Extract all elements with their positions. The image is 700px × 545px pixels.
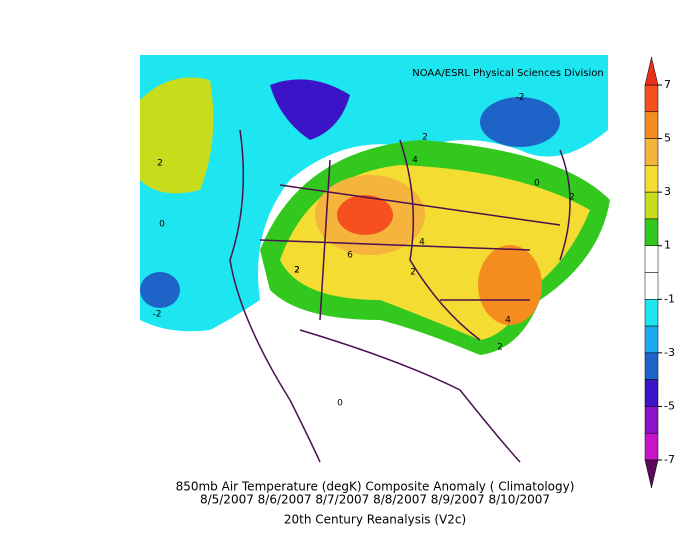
contour-label: 4 — [419, 238, 425, 248]
colorbar-segment — [644, 245, 659, 273]
colorbar-segment — [644, 84, 659, 113]
colorbar-segment — [644, 379, 659, 407]
colorbar-segment — [644, 138, 659, 166]
caption-line: 850mb Air Temperature (degK) Composite A… — [176, 480, 575, 494]
colorbar-segment — [644, 111, 659, 139]
contour-label: 0 — [159, 220, 165, 230]
contour-label: 4 — [505, 316, 511, 326]
colorbar-segment — [644, 272, 659, 300]
colorbar-segment — [644, 325, 659, 354]
red-region — [337, 195, 393, 235]
credit: NOAA/ESRL Physical Sciences Division — [412, 68, 604, 79]
colorbar-extend — [644, 56, 659, 86]
colorbar-segment — [644, 352, 659, 380]
caption-line: 20th Century Reanalysis (V2c) — [284, 513, 466, 527]
colorbar-extend — [644, 459, 659, 489]
colorbar-segment — [644, 299, 659, 327]
colorbar-segment — [644, 165, 659, 193]
colorbar-tick-label: 7 — [664, 78, 671, 91]
contour-label: 0 — [337, 399, 343, 409]
colorbar-segment — [644, 191, 659, 220]
contour-label: 2 — [410, 268, 416, 278]
map — [140, 55, 610, 463]
boundary-lines — [229, 129, 571, 463]
colorbar-segment — [644, 218, 659, 246]
colorbar-tick-label: 5 — [664, 132, 671, 145]
purple-region — [270, 79, 350, 140]
contour-label: 2 — [422, 133, 428, 143]
colorbar-segment — [644, 406, 659, 434]
contour-label: -2 — [153, 310, 162, 320]
yellow-green-region — [140, 77, 214, 194]
colorbar-tick-label: 3 — [664, 185, 671, 198]
contour-label: 2 — [497, 343, 503, 353]
contour-label: 4 — [412, 156, 418, 166]
contour-label: 6 — [347, 251, 353, 261]
contour-label: -2 — [516, 93, 525, 103]
orange-region — [478, 245, 542, 325]
colorbar-tick-label: -7 — [664, 453, 675, 466]
colorbar-tick-label: -1 — [664, 292, 675, 305]
colorbar-tick-label: -5 — [664, 399, 675, 412]
colorbar-segment — [644, 432, 659, 461]
blue-region — [140, 272, 180, 308]
contour-label: 2 — [157, 159, 163, 169]
contour-label: 0 — [534, 179, 540, 189]
colorbar-tick-label: 1 — [664, 239, 671, 252]
blue-region — [480, 97, 560, 147]
colorbar: 7 5 3 1 -1 -3 -5 -7 — [644, 56, 675, 489]
colorbar-tick-label: -3 — [664, 346, 675, 359]
contour-label: 2 — [294, 266, 300, 276]
contour-label: 2 — [569, 193, 575, 203]
contour-label: 2 — [294, 266, 300, 276]
caption-line: 8/5/2007 8/6/2007 8/7/2007 8/8/2007 8/9/… — [200, 493, 550, 507]
